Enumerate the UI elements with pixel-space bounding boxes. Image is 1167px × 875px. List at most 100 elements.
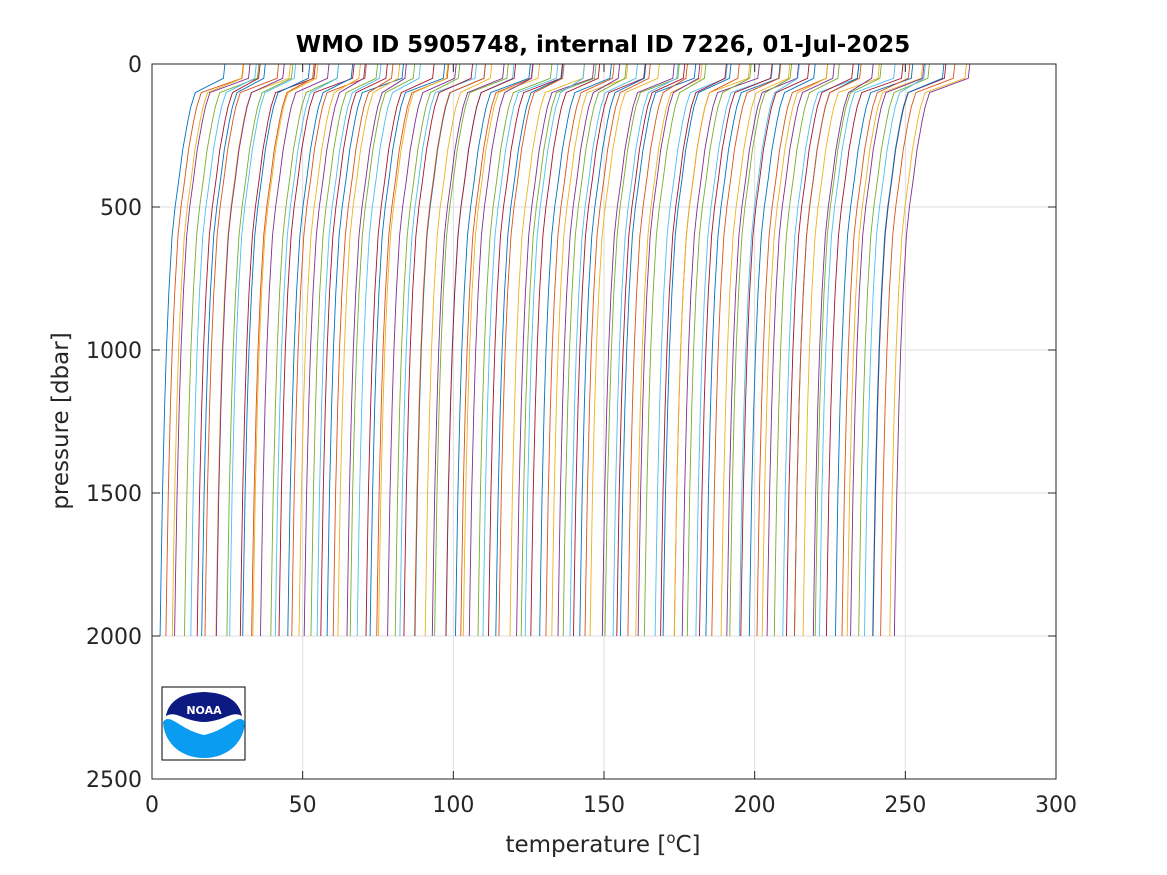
profile-line bbox=[468, 63, 534, 637]
profile-series bbox=[159, 63, 971, 637]
profile-line bbox=[520, 63, 597, 637]
profile-line bbox=[403, 63, 474, 637]
profile-line bbox=[516, 63, 595, 637]
profile-line bbox=[681, 63, 760, 637]
profile-line bbox=[215, 63, 285, 637]
profile-line bbox=[635, 63, 703, 637]
profile-line bbox=[637, 63, 701, 637]
y-tick-label: 2000 bbox=[86, 625, 142, 650]
noaa-logo: NOAA bbox=[161, 686, 246, 761]
profile-line bbox=[841, 63, 911, 637]
profile-line bbox=[850, 63, 925, 637]
profile-line bbox=[756, 63, 829, 637]
profile-line bbox=[825, 63, 904, 637]
profile-line bbox=[569, 63, 638, 637]
profile-line bbox=[601, 63, 675, 637]
profile-line bbox=[660, 63, 727, 637]
profile-line bbox=[695, 63, 774, 637]
profile-line bbox=[530, 63, 601, 637]
profile-line bbox=[455, 63, 531, 637]
profile-line bbox=[215, 63, 291, 637]
profile-line bbox=[761, 63, 829, 637]
profile-line bbox=[740, 63, 810, 637]
profile-line bbox=[298, 63, 361, 637]
profile-line bbox=[349, 63, 416, 637]
profile-line bbox=[720, 63, 791, 637]
x-tick-label: 50 bbox=[289, 793, 317, 818]
profile-line bbox=[462, 63, 541, 637]
profile-line bbox=[893, 63, 971, 637]
y-tick-label: 1500 bbox=[86, 482, 142, 507]
profile-line bbox=[365, 63, 435, 637]
profile-line bbox=[378, 63, 449, 637]
profile-line bbox=[604, 63, 680, 637]
profile-line bbox=[326, 63, 404, 637]
noaa-logo-text: NOAA bbox=[186, 704, 222, 717]
x-tick-label: 250 bbox=[884, 793, 926, 818]
profile-line bbox=[488, 63, 563, 637]
profile-line bbox=[654, 63, 728, 637]
profile-line bbox=[573, 63, 646, 637]
profile-line bbox=[562, 63, 627, 637]
profile-line bbox=[332, 63, 394, 637]
profile-line bbox=[337, 63, 401, 637]
profile-line bbox=[376, 63, 450, 637]
profile-line bbox=[495, 63, 564, 637]
profile-line bbox=[196, 63, 261, 637]
profile-line bbox=[846, 63, 924, 637]
y-tick-label: 2500 bbox=[86, 768, 142, 793]
profile-line bbox=[589, 63, 660, 637]
y-tick-label: 500 bbox=[100, 196, 142, 221]
profile-line bbox=[242, 63, 311, 637]
profile-line bbox=[184, 63, 260, 637]
profile-line bbox=[726, 63, 800, 637]
profile-line bbox=[551, 63, 629, 637]
profile-line bbox=[165, 63, 244, 637]
noaa-logo-bottom-icon bbox=[163, 719, 245, 758]
profile-line bbox=[738, 63, 800, 637]
x-tick-label: 300 bbox=[1035, 793, 1077, 818]
profile-line bbox=[278, 63, 355, 637]
profile-line bbox=[793, 63, 862, 637]
profile-line bbox=[814, 63, 882, 637]
profile-line bbox=[880, 63, 956, 637]
x-tick-label: 0 bbox=[145, 793, 159, 818]
profile-line bbox=[287, 63, 354, 637]
profile-line bbox=[346, 63, 407, 637]
profile-line bbox=[612, 63, 679, 637]
x-tick-label: 200 bbox=[734, 793, 776, 818]
profile-line bbox=[303, 63, 366, 637]
profile-line bbox=[431, 63, 505, 637]
profile-line bbox=[414, 63, 486, 637]
profile-line bbox=[557, 63, 621, 637]
profile-line bbox=[171, 63, 245, 637]
profile-line bbox=[616, 63, 686, 637]
profile-line bbox=[627, 63, 688, 637]
profile-line bbox=[498, 63, 565, 637]
profile-line bbox=[399, 63, 477, 637]
profile-line bbox=[316, 63, 382, 637]
profile-line bbox=[190, 63, 257, 637]
profile-line bbox=[786, 63, 854, 637]
profile-line bbox=[539, 63, 612, 637]
profile-line bbox=[274, 63, 340, 637]
profile-line bbox=[858, 63, 930, 637]
profile-line bbox=[252, 63, 319, 637]
profile-line bbox=[673, 63, 751, 637]
x-tick-label: 150 bbox=[583, 793, 625, 818]
x-tick-label: 100 bbox=[432, 793, 474, 818]
profile-line bbox=[864, 63, 926, 637]
profile-line bbox=[201, 63, 266, 637]
x-axis-label: temperature [oC] bbox=[505, 829, 700, 858]
profile-line bbox=[387, 63, 457, 637]
profile-line bbox=[686, 63, 752, 637]
profile-line bbox=[251, 63, 315, 637]
y-tick-label: 0 bbox=[128, 53, 142, 78]
noaa-logo-top-icon bbox=[166, 692, 242, 722]
profile-line bbox=[445, 63, 517, 637]
profile-line bbox=[226, 63, 294, 637]
profile-line bbox=[545, 63, 615, 637]
profile-line bbox=[291, 63, 367, 637]
chart-title: WMO ID 5905748, internal ID 7226, 01-Jul… bbox=[296, 32, 911, 58]
